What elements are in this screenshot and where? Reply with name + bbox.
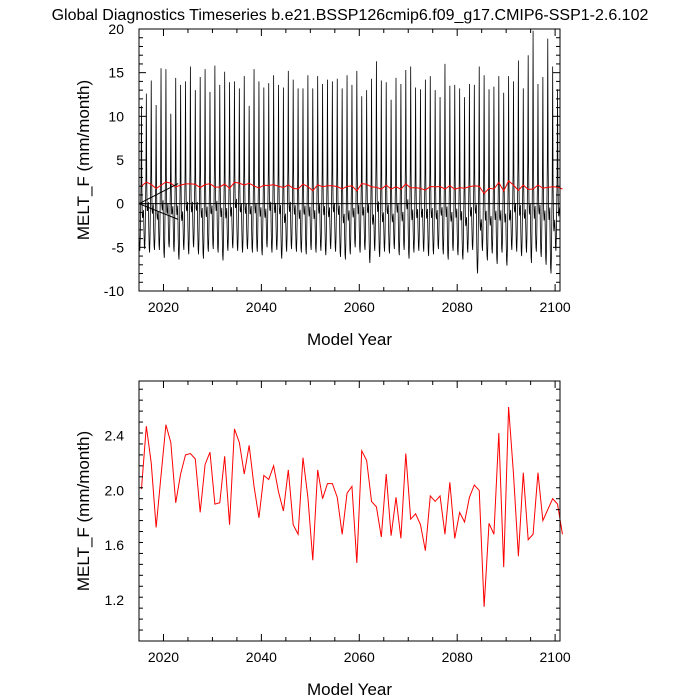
trend-line-upper bbox=[138, 183, 179, 205]
top-x-tick-label: 2100 bbox=[540, 299, 571, 315]
bottom-y-tick-label: 2.4 bbox=[105, 428, 125, 444]
top-y-tick-label: -10 bbox=[104, 283, 124, 299]
bottom-panel: 2020 2040 2060 2080 2100 1.2 1.6 2.0 2.4 Model Y… bbox=[74, 380, 571, 699]
top-y-tick-label: 20 bbox=[108, 21, 124, 37]
bottom-y-tick-label: 2.0 bbox=[105, 482, 125, 498]
top-x-tick-label: 2020 bbox=[148, 299, 179, 315]
monthly-series-line bbox=[138, 30, 560, 274]
bottom-x-axis-label: Model Year bbox=[307, 680, 392, 699]
top-x-axis-label: Model Year bbox=[307, 330, 392, 349]
top-y-axis-label: MELT_F (mm/month) bbox=[74, 80, 93, 240]
top-y-tick-label: 15 bbox=[108, 65, 124, 81]
figure-title: Global Diagnostics Timeseries b.e21.BSSP… bbox=[52, 7, 649, 24]
bottom-plot-marks bbox=[140, 406, 563, 607]
bottom-x-tick-label: 2040 bbox=[246, 649, 277, 665]
bottom-x-tick-label: 2080 bbox=[442, 649, 473, 665]
bottom-x-tick-label: 2100 bbox=[540, 649, 571, 665]
annual-mean-line bbox=[140, 406, 563, 607]
top-y-tick-label: 10 bbox=[108, 108, 124, 124]
bottom-y-axis-label: MELT_F (mm/month) bbox=[74, 431, 93, 591]
top-plot-clip-group bbox=[138, 30, 563, 274]
bottom-x-tick-label: 2020 bbox=[148, 649, 179, 665]
bottom-x-tick-label: 2060 bbox=[344, 649, 375, 665]
top-panel: 2020 2040 2060 2080 2100 -10 -5 0 5 10 15 20 Model … bbox=[74, 21, 571, 349]
top-y-tick-label: -5 bbox=[112, 239, 125, 255]
bottom-axes: 2020 2040 2060 2080 2100 1.2 1.6 2.0 2.4 bbox=[105, 381, 571, 665]
top-x-tick-label: 2080 bbox=[442, 299, 473, 315]
top-axes: 2020 2040 2060 2080 2100 -10 -5 0 5 10 15 20 bbox=[104, 21, 571, 315]
bottom-y-tick-label: 1.2 bbox=[105, 592, 125, 608]
annual-mean-line-top bbox=[141, 180, 563, 195]
top-x-tick-label: 2040 bbox=[246, 299, 277, 315]
top-y-tick-label: 0 bbox=[116, 196, 124, 212]
top-y-tick-label: 5 bbox=[116, 152, 124, 168]
trend-line-lower bbox=[138, 203, 179, 220]
bottom-plot-frame bbox=[138, 380, 561, 642]
bottom-y-tick-label: 1.6 bbox=[105, 537, 125, 553]
top-x-tick-label: 2060 bbox=[344, 299, 375, 315]
